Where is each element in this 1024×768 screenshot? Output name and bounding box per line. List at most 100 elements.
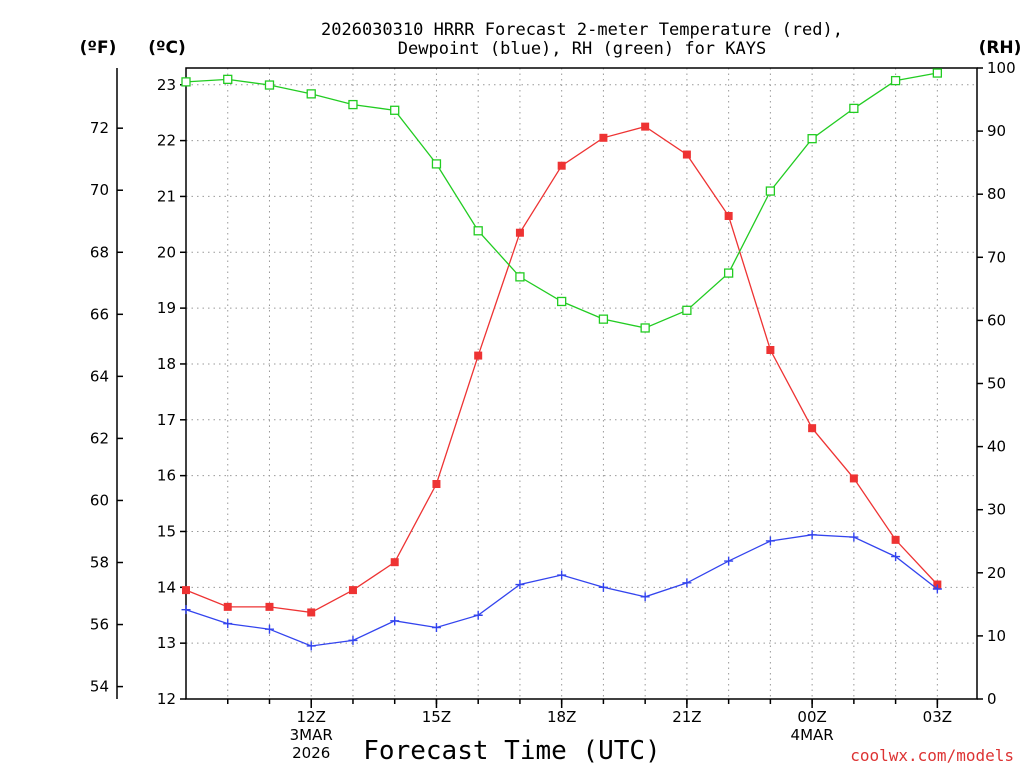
- data-series: [181, 68, 942, 651]
- x-tick-date-label: 4MAR: [791, 726, 834, 744]
- rh-point: [598, 314, 609, 324]
- plot-frame: [185, 67, 978, 700]
- fahrenheit-tick-label: 72: [90, 119, 109, 137]
- rh-point: [890, 75, 901, 86]
- temperature-point: [432, 480, 441, 489]
- celsius-tick-label: 21: [157, 187, 176, 205]
- temperature-point: [223, 602, 232, 611]
- fahrenheit-tick-label: 58: [90, 554, 109, 572]
- axis-ticks: 12 13 14 15 16 17 18 19 20 21 22 23 54 56 58 60 62 64 66 68…: [90, 59, 1016, 762]
- x-tick-label: 03Z: [923, 708, 952, 726]
- rh-point: [807, 134, 817, 144]
- rh-tick-label: 40: [987, 438, 1006, 456]
- dewpoint-point: [264, 624, 274, 634]
- fahrenheit-tick-label: 56: [90, 616, 109, 634]
- rh-point: [390, 105, 400, 115]
- fahrenheit-tick-label: 70: [90, 181, 109, 199]
- celsius-tick-label: 18: [157, 355, 176, 373]
- temperature-point: [849, 474, 858, 483]
- fahrenheit-tick-label: 60: [90, 491, 109, 509]
- temperature-point: [307, 608, 316, 617]
- dewpoint-point: [849, 532, 859, 542]
- dewpoint-point: [306, 641, 316, 651]
- x-tick-label: 12Z: [297, 708, 326, 726]
- celsius-tick-label: 14: [157, 578, 176, 596]
- celsius-tick-label: 19: [157, 299, 176, 317]
- fahrenheit-tick-label: 54: [90, 678, 109, 696]
- rh-tick-label: 60: [987, 311, 1006, 329]
- rh-point: [849, 103, 859, 114]
- x-axis-label: Forecast Time (UTC): [363, 736, 660, 766]
- rh-point: [557, 296, 567, 307]
- dewpoint-point: [807, 530, 817, 540]
- fahrenheit-tick-label: 62: [90, 429, 109, 447]
- dewpoint-point: [390, 616, 400, 626]
- dewpoint-point: [640, 592, 650, 602]
- celsius-tick-label: 17: [157, 411, 176, 429]
- temperature-point: [515, 228, 524, 237]
- temperature-point: [808, 424, 817, 433]
- dewpoint-point: [891, 552, 901, 562]
- rh-tick-label: 0: [987, 690, 997, 708]
- rh-tick-label: 20: [987, 564, 1006, 582]
- dewpoint-point: [932, 584, 942, 594]
- x-tick-label: 00Z: [797, 708, 826, 726]
- rh-point: [682, 305, 692, 315]
- temperature-point: [557, 161, 566, 170]
- rh-tick-label: 10: [987, 627, 1006, 645]
- celsius-axis-unit: (ºC): [148, 38, 186, 58]
- gridlines: [186, 68, 977, 699]
- rh-point: [723, 268, 734, 278]
- x-tick-label: 21Z: [672, 708, 701, 726]
- celsius-tick-label: 15: [157, 522, 176, 540]
- rh-point: [765, 186, 776, 196]
- rh-point: [306, 89, 316, 99]
- rh-tick-label: 80: [987, 185, 1006, 203]
- rh-tick-label: 100: [987, 59, 1016, 77]
- celsius-tick-label: 16: [157, 467, 176, 485]
- temperature-point: [891, 535, 900, 544]
- fahrenheit-tick-label: 66: [90, 305, 109, 323]
- temperature-point: [682, 150, 691, 159]
- celsius-tick-label: 20: [157, 243, 176, 261]
- celsius-tick-label: 23: [157, 76, 176, 94]
- rh-point: [515, 272, 525, 282]
- celsius-tick-label: 13: [157, 634, 176, 652]
- rh-point: [348, 99, 358, 110]
- chart-title-line-1: 2026030310 HRRR Forecast 2-meter Tempera…: [321, 20, 843, 40]
- temperature-point: [265, 602, 274, 611]
- rh-point: [223, 74, 233, 85]
- chart-title-line-2: Dewpoint (blue), RH (green) for KAYS: [398, 39, 766, 59]
- fahrenheit-tick-label: 64: [90, 367, 109, 385]
- rh-tick-label: 50: [987, 375, 1006, 393]
- dewpoint-point: [181, 605, 191, 615]
- dewpoint-point: [515, 580, 525, 590]
- rh-point: [264, 80, 275, 90]
- source-credit: coolwx.com/models: [850, 746, 1014, 765]
- dewpoint-point: [765, 536, 775, 546]
- rh-point: [431, 159, 442, 169]
- dewpoint-point: [682, 578, 692, 588]
- rh-point: [473, 226, 483, 236]
- x-tick-date-label: 3MAR: [290, 726, 333, 744]
- celsius-tick-label: 12: [157, 690, 176, 708]
- temperature-point: [348, 586, 357, 595]
- dewpoint-point: [223, 619, 233, 629]
- x-tick-label: 15Z: [422, 708, 451, 726]
- temperature-point: [724, 211, 733, 220]
- dewpoint-point: [598, 582, 608, 592]
- rh-point: [932, 68, 942, 78]
- temperature-point: [474, 351, 483, 360]
- temperature-line: [185, 125, 938, 614]
- dewpoint-point: [557, 570, 567, 580]
- celsius-tick-label: 22: [157, 132, 176, 150]
- temperature-point: [182, 586, 190, 595]
- rh-tick-label: 30: [987, 501, 1006, 519]
- dewpoint-point: [348, 635, 358, 645]
- fahrenheit-axis-unit: (ºF): [80, 38, 117, 58]
- x-tick-label: 18Z: [547, 708, 576, 726]
- x-tick-date-label: 2026: [292, 744, 330, 762]
- temperature-point: [641, 122, 650, 131]
- temperature-point: [390, 558, 399, 567]
